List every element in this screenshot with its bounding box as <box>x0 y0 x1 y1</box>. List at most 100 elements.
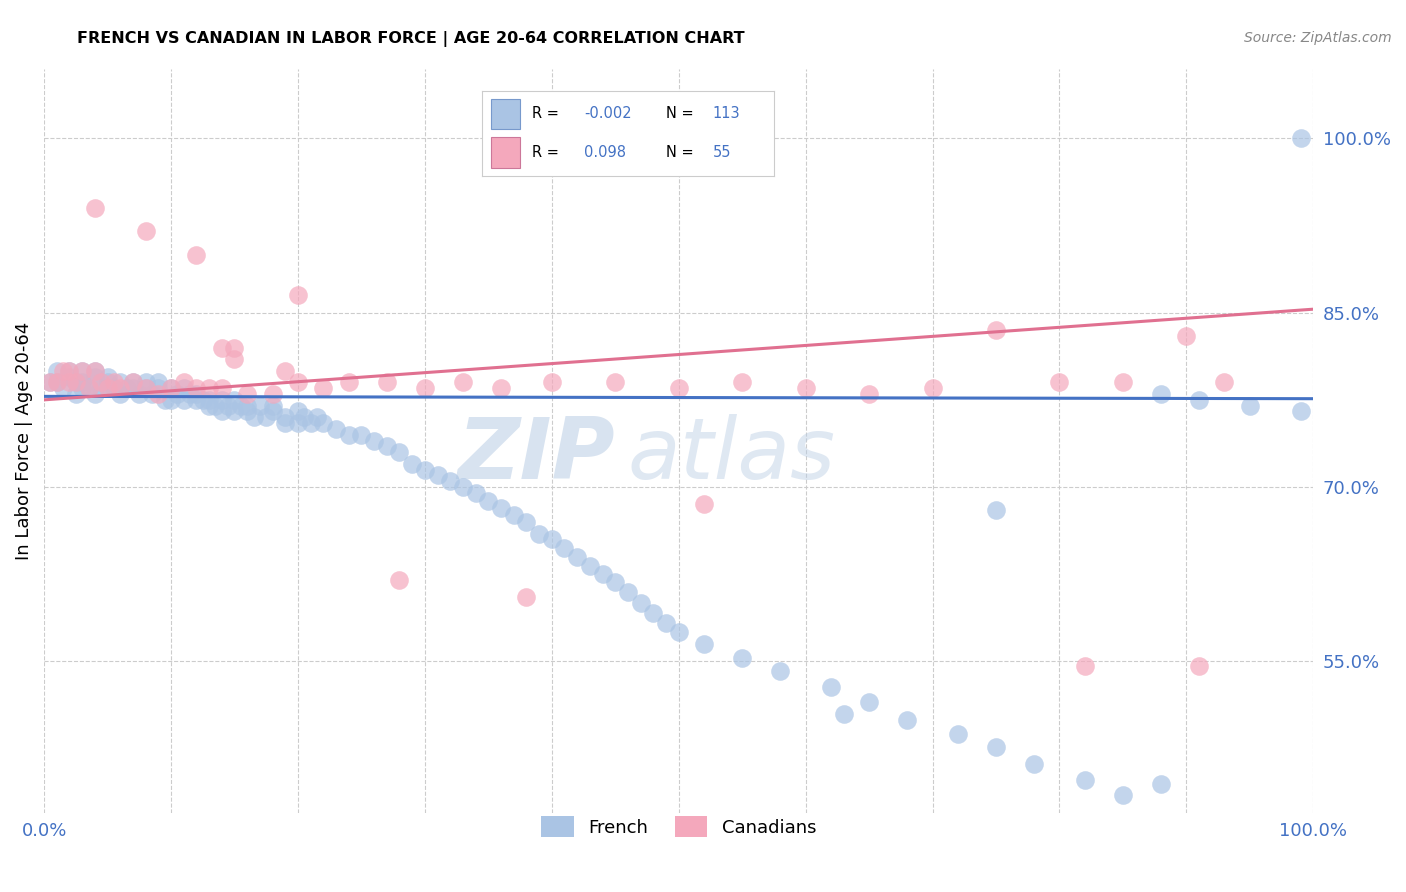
Point <box>186 247 208 261</box>
Point <box>58 376 80 390</box>
Point <box>224 404 246 418</box>
Point <box>211 404 233 418</box>
Point <box>224 352 246 367</box>
Point <box>439 475 461 489</box>
Point <box>1074 772 1097 787</box>
Point <box>527 526 550 541</box>
Point <box>617 584 640 599</box>
Point <box>58 364 80 378</box>
Point <box>262 404 284 418</box>
Point <box>249 399 271 413</box>
Point <box>655 616 678 631</box>
Point <box>65 376 87 390</box>
Point <box>540 533 562 547</box>
Point <box>58 364 80 378</box>
Point <box>122 376 145 390</box>
Point <box>70 381 93 395</box>
Point <box>1239 399 1261 413</box>
Point <box>122 376 145 390</box>
Point <box>110 387 132 401</box>
Point <box>186 381 208 395</box>
Point <box>769 664 792 678</box>
Point <box>148 387 170 401</box>
Point <box>984 740 1007 755</box>
Point <box>122 381 145 395</box>
Point <box>135 381 157 395</box>
Point <box>70 364 93 378</box>
Point <box>413 462 436 476</box>
Point <box>984 323 1007 337</box>
Point <box>287 416 309 430</box>
Point <box>160 392 183 407</box>
Point <box>217 399 239 413</box>
Point <box>388 573 411 587</box>
Point <box>350 427 373 442</box>
Point <box>148 381 170 395</box>
Point <box>388 445 411 459</box>
Text: Source: ZipAtlas.com: Source: ZipAtlas.com <box>1244 31 1392 45</box>
Point <box>592 567 614 582</box>
Point <box>52 364 75 378</box>
Point <box>794 381 817 395</box>
Point <box>103 381 125 395</box>
Point <box>110 381 132 395</box>
Point <box>45 376 67 390</box>
Point <box>70 364 93 378</box>
Point <box>83 387 105 401</box>
Point <box>97 369 120 384</box>
Point <box>236 404 259 418</box>
Point <box>605 376 627 390</box>
Point <box>198 381 221 395</box>
Legend: French, Canadians: French, Canadians <box>534 809 824 845</box>
Point <box>413 381 436 395</box>
Point <box>135 224 157 238</box>
Point <box>832 706 855 721</box>
Point <box>90 381 112 395</box>
Point <box>115 381 138 395</box>
Point <box>820 680 842 694</box>
Point <box>668 817 690 831</box>
Point <box>135 376 157 390</box>
Point <box>451 376 474 390</box>
Point <box>229 399 252 413</box>
Point <box>1150 387 1173 401</box>
Point <box>198 399 221 413</box>
Point <box>110 376 132 390</box>
Point <box>668 381 690 395</box>
Text: FRENCH VS CANADIAN IN LABOR FORCE | AGE 20-64 CORRELATION CHART: FRENCH VS CANADIAN IN LABOR FORCE | AGE … <box>77 31 745 47</box>
Point <box>83 364 105 378</box>
Point <box>515 591 537 605</box>
Point <box>515 515 537 529</box>
Point <box>97 381 120 395</box>
Point <box>262 387 284 401</box>
Point <box>337 427 360 442</box>
Point <box>1175 329 1198 343</box>
Point <box>984 503 1007 517</box>
Point <box>141 387 163 401</box>
Point <box>97 381 120 395</box>
Point <box>489 381 512 395</box>
Text: ZIP: ZIP <box>457 414 616 497</box>
Point <box>643 606 665 620</box>
Point <box>287 376 309 390</box>
Point <box>45 376 67 390</box>
Point <box>540 376 562 390</box>
Point <box>858 695 880 709</box>
Point <box>312 416 335 430</box>
Point <box>90 376 112 390</box>
Point <box>173 381 195 395</box>
Point <box>128 387 150 401</box>
Point <box>1289 404 1312 418</box>
Point <box>1112 376 1135 390</box>
Point <box>186 387 208 401</box>
Point <box>1112 788 1135 802</box>
Point <box>70 376 93 390</box>
Point <box>236 387 259 401</box>
Point <box>224 392 246 407</box>
Point <box>45 364 67 378</box>
Point <box>148 376 170 390</box>
Point <box>274 410 297 425</box>
Point <box>103 376 125 390</box>
Y-axis label: In Labor Force | Age 20-64: In Labor Force | Age 20-64 <box>15 321 32 559</box>
Point <box>83 369 105 384</box>
